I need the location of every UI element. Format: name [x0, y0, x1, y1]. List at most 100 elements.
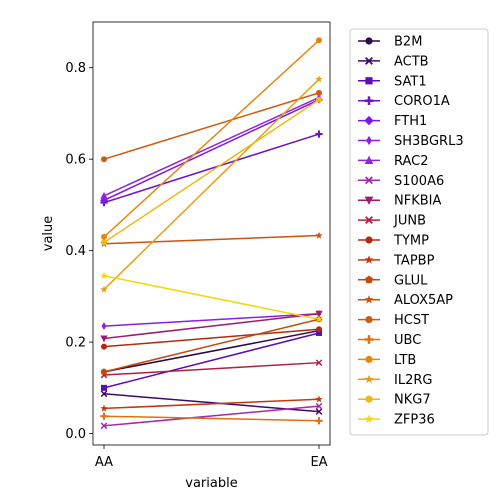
- series-line-ltb: [103, 39, 320, 238]
- legend-label: LTB: [394, 353, 416, 368]
- series-line-hcst: [103, 92, 320, 160]
- y-axis: 0.0 0.2 0.4 0.6 0.8: [65, 61, 93, 442]
- series-line-nkg7: [103, 99, 320, 244]
- legend-item-tymp: TYMP: [358, 234, 429, 249]
- y-tick-label: 0.2: [65, 336, 86, 351]
- series-line-zfp36: [103, 275, 320, 320]
- y-tick-label: 0.0: [65, 427, 86, 442]
- legend-item-b2m: B2M: [358, 35, 422, 50]
- legend-item-junb: JUNB: [358, 214, 426, 229]
- legend-item-ubc: UBC: [358, 333, 421, 348]
- data-point-nkg7-ea: [316, 96, 322, 103]
- legend-item-nfkbia: NFKBIA: [358, 194, 441, 209]
- series-line-fth1: [103, 99, 320, 202]
- legend-label: HCST: [394, 313, 429, 328]
- legend-item-tapbp: TAPBP: [358, 253, 435, 268]
- legend-label: ACTB: [394, 54, 429, 69]
- data-point-zfp36-aa: [100, 271, 108, 279]
- y-tick-label: 0.6: [65, 153, 86, 168]
- legend-marker: [364, 295, 374, 304]
- series-line-alox5ap: [103, 234, 320, 245]
- data-point-hcst-aa: [101, 156, 107, 163]
- legend-marker: [366, 135, 372, 146]
- legend-label: TAPBP: [393, 253, 435, 268]
- data-point-sat1-aa: [101, 384, 107, 391]
- legend-marker: [365, 37, 373, 45]
- data-point-hcst-ea: [316, 89, 322, 96]
- data-point-ltb-ea: [316, 37, 322, 44]
- legend-item-rac2: RAC2: [358, 154, 429, 169]
- x-tick-label: EA: [310, 455, 327, 470]
- data-point-tymp-ea: [316, 326, 322, 333]
- legend-marker: [365, 216, 373, 225]
- data-point-actb-aa: [100, 390, 108, 398]
- series-line-il2rg: [103, 78, 320, 291]
- legend-label: IL2RG: [394, 373, 432, 388]
- legend-label: SAT1: [394, 74, 427, 89]
- legend-label: GLUL: [394, 273, 428, 288]
- legend-marker: [365, 316, 373, 324]
- series-line-actb: [103, 393, 320, 413]
- legend-marker: [365, 56, 373, 65]
- legend-marker: [364, 155, 374, 164]
- data-point-glul-aa: [100, 368, 108, 375]
- legend: B2M ACTB SAT1 CORO1A FTH1 SH3BGRL3 RAC2 S100A6 N…: [349, 28, 489, 436]
- legend-item-s100a6: S100A6: [358, 174, 444, 189]
- series-line-sat1: [103, 332, 320, 389]
- legend-item-glul: GLUL: [358, 273, 428, 288]
- legend-label: FTH1: [394, 114, 427, 129]
- legend-item-il2rg: IL2RG: [358, 373, 432, 388]
- legend-item-sh3bgrl3: SH3BGRL3: [358, 134, 464, 149]
- legend-marker: [364, 374, 374, 384]
- plot-frame: [92, 21, 331, 446]
- legend-marker: [364, 275, 374, 284]
- data-point-ltb-aa: [101, 233, 107, 240]
- series-line-tapbp: [103, 398, 320, 410]
- legend-marker: [365, 355, 373, 363]
- legend-marker: [364, 196, 374, 205]
- data-point-coro1a-ea: [315, 130, 323, 138]
- legend-label: TYMP: [393, 234, 429, 249]
- y-axis-label: value: [41, 216, 56, 252]
- data-point-s100a6-aa: [100, 422, 108, 430]
- data-point-zfp36-ea: [315, 315, 323, 323]
- x-tick-label: AA: [95, 455, 113, 470]
- x-axis: AA EA: [95, 445, 328, 470]
- y-tick-label: 0.8: [65, 61, 86, 76]
- data-point-junb-ea: [315, 359, 323, 366]
- legend-item-fth1: FTH1: [358, 114, 427, 129]
- series-line-coro1a: [103, 133, 320, 204]
- series-line-s100a6: [103, 405, 320, 427]
- legend-item-actb: ACTB: [358, 54, 429, 69]
- legend-marker: [365, 395, 373, 403]
- data-point-tapbp-ea: [315, 395, 323, 403]
- series-line-tymp: [103, 328, 320, 348]
- legend-item-hcst: HCST: [358, 313, 429, 328]
- data-point-il2rg-ea: [315, 75, 323, 83]
- data-point-tapbp-aa: [100, 404, 108, 412]
- data-point-ubc-ea: [315, 417, 323, 425]
- series-lines: [103, 39, 320, 427]
- legend-item-alox5ap: ALOX5AP: [358, 293, 453, 308]
- data-point-nfkbia-ea: [315, 310, 323, 318]
- data-point-nfkbia-aa: [100, 335, 108, 343]
- series-markers: [100, 37, 323, 430]
- data-point-actb-ea: [315, 408, 323, 415]
- legend-item-nkg7: NKG7: [358, 393, 431, 408]
- data-point-rac2-aa: [100, 191, 108, 199]
- legend-marker: [364, 115, 374, 126]
- legend-label: UBC: [394, 333, 421, 348]
- series-line-junb: [103, 361, 320, 376]
- legend-item-ltb: LTB: [358, 353, 416, 368]
- legend-label: RAC2: [394, 154, 429, 169]
- legend-box: [349, 28, 489, 436]
- legend-label: NKG7: [394, 393, 431, 408]
- series-line-sh3bgrl3: [103, 313, 320, 327]
- legend-label: ALOX5AP: [394, 293, 453, 308]
- legend-label: JUNB: [393, 214, 426, 229]
- legend-marker: [364, 96, 374, 106]
- data-point-s100a6-ea: [315, 402, 323, 410]
- legend-label: S100A6: [394, 174, 444, 189]
- legend-marker: [364, 255, 374, 264]
- legend-label: CORO1A: [394, 94, 450, 109]
